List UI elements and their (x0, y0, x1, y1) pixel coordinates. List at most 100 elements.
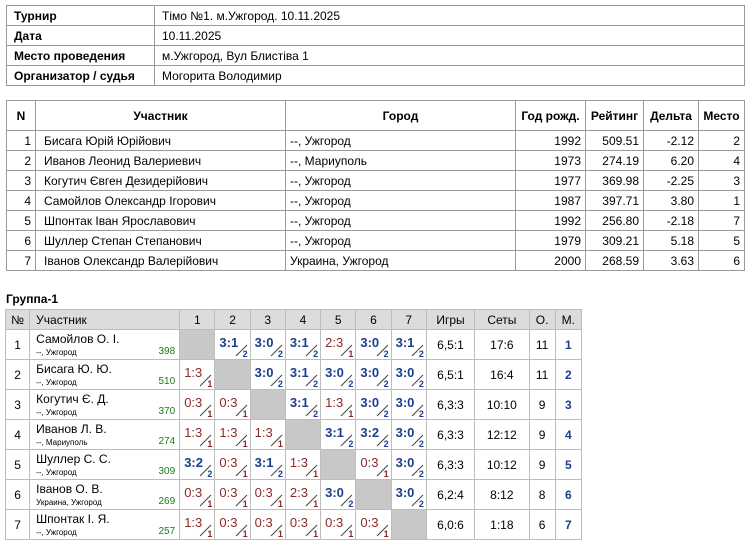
grid-player-name: Бисага Ю. Ю. (36, 362, 112, 376)
player-delta: -2.25 (643, 170, 699, 191)
match-points-badge: 2 (270, 344, 283, 359)
match-points: 1 (348, 529, 354, 539)
grid-points: 8 (528, 479, 556, 510)
grid-header-col: 3 (249, 309, 286, 330)
grid-result-cell: 0:3 1 (284, 509, 322, 540)
match-points-badge: 2 (270, 374, 283, 389)
grid-header-col: 5 (320, 309, 357, 330)
info-label: Место проведения (6, 45, 155, 66)
grid-player-name: Шпонтак І. Я. (36, 512, 110, 526)
match-points-badge: 2 (376, 434, 389, 449)
grid-player-cell: Самойлов О. І. --, Ужгород 398 (29, 329, 181, 360)
grid-result-cell: 0:3 1 (214, 449, 251, 480)
player-n: 6 (6, 230, 36, 251)
grid-row-number: 4 (4, 419, 31, 450)
match-score: 3:0 (395, 425, 415, 440)
grid-header-points: О. (528, 309, 556, 330)
match-points-badge: 1 (305, 494, 318, 509)
match-points-badge: 2 (340, 494, 353, 509)
slash-icon (411, 344, 424, 357)
slash-icon (305, 464, 318, 477)
match-score: 0:3 (360, 455, 379, 470)
grid-result-cell: 0:3 1 (249, 509, 286, 540)
match-points-badge: 1 (199, 524, 213, 539)
match-score: 1:3 (254, 425, 273, 440)
grid-row-number: 7 (4, 509, 31, 540)
grid-row-number: 5 (4, 449, 31, 480)
slash-icon (200, 524, 212, 537)
info-row: Организатор / судья Могорита Володимир (6, 65, 745, 86)
grid-games: 6,3:3 (425, 389, 476, 420)
grid-place: 6 (554, 479, 583, 510)
tournament-info-body: Турнир Тімо №1. м.Ужгород. 10.11.2025 Дата… (6, 5, 745, 86)
match-points: 2 (313, 349, 319, 359)
slash-icon (341, 494, 353, 507)
tournament-info-table: Турнир Тімо №1. м.Ужгород. 10.11.2025 Дата… (6, 5, 745, 86)
player-delta: 3.63 (643, 250, 699, 271)
match-score: 3:0 (360, 365, 380, 380)
grid-result-cell: 3:2 2 (179, 449, 216, 480)
slash-icon (341, 344, 353, 357)
player-delta: -2.12 (643, 130, 699, 151)
match-score: 1:3 (219, 425, 238, 440)
grid-games: 6,5:1 (425, 359, 476, 390)
player-city: --, Мариуполь (285, 150, 516, 171)
player-city: --, Ужгород (285, 190, 516, 211)
grid-result-cell: 3:2 2 (355, 419, 392, 450)
player-year: 1977 (515, 170, 586, 191)
match-points-badge: 2 (376, 404, 389, 419)
match-points: 2 (418, 409, 424, 419)
grid-sets: 10:10 (474, 389, 530, 420)
grid-header-n: № (4, 309, 31, 330)
match-points: 1 (277, 439, 283, 449)
match-points: 1 (277, 529, 283, 539)
player-place: 6 (698, 250, 745, 271)
slash-icon (305, 404, 318, 417)
slash-icon (200, 374, 212, 387)
grid-player-rating: 274 (158, 436, 176, 447)
match-points: 1 (207, 439, 213, 449)
match-points: 2 (207, 469, 213, 479)
match-points: 1 (242, 409, 248, 419)
player-n: 5 (6, 210, 36, 231)
match-points: 1 (242, 499, 248, 509)
player-name: Шуллер Степан Степанович (35, 230, 286, 251)
match-points: 1 (207, 379, 213, 389)
grid-self-cell (390, 509, 427, 540)
match-score: 1:3 (325, 395, 344, 410)
match-points: 1 (207, 529, 213, 539)
slash-icon (200, 434, 212, 447)
players-table: N Участник Город Год рожд. Рейтинг Дельт… (6, 100, 745, 271)
match-points: 1 (313, 529, 319, 539)
player-rating: 309.21 (585, 230, 644, 251)
player-place: 2 (698, 130, 745, 151)
grid-result-cell: 3:0 2 (320, 359, 357, 390)
grid-self-cell (355, 479, 392, 510)
grid-result-cell: 3:1 2 (214, 329, 251, 360)
grid-result-cell: 3:0 2 (249, 329, 286, 360)
header-n: N (6, 100, 36, 131)
grid-player-rating: 398 (158, 346, 176, 357)
match-points-badge: 1 (270, 524, 283, 539)
grid-result-cell: 3:0 2 (390, 479, 427, 510)
match-points: 1 (242, 529, 248, 539)
grid-row: 3 Когутич Є. Д. --, Ужгород 370 0:3 1 0:3 1 3:1 2… (4, 389, 583, 420)
player-year: 1992 (515, 130, 586, 151)
grid-result-cell: 3:1 2 (284, 389, 322, 420)
match-score: 3:0 (360, 335, 380, 350)
slash-icon (341, 374, 353, 387)
grid-result-cell: 3:1 2 (390, 329, 427, 360)
grid-result-cell: 0:3 1 (355, 449, 392, 480)
player-n: 1 (6, 130, 36, 151)
player-name: Когутич Євген Дезидерійович (35, 170, 286, 191)
grid-player-city: --, Ужгород (36, 378, 77, 387)
grid-self-cell (320, 449, 357, 480)
match-points-badge: 2 (305, 344, 319, 359)
grid-row: 6 Іванов О. В. Украина, Ужгород 269 0:3 1 0:3 1… (4, 479, 583, 510)
slash-icon (270, 434, 283, 447)
slash-icon (376, 434, 388, 447)
grid-place: 7 (554, 509, 583, 540)
info-value: м.Ужгород, Вул Блистіва 1 (154, 45, 745, 66)
player-year: 1973 (515, 150, 586, 171)
player-name: Шпонтак Іван Ярославович (35, 210, 286, 231)
